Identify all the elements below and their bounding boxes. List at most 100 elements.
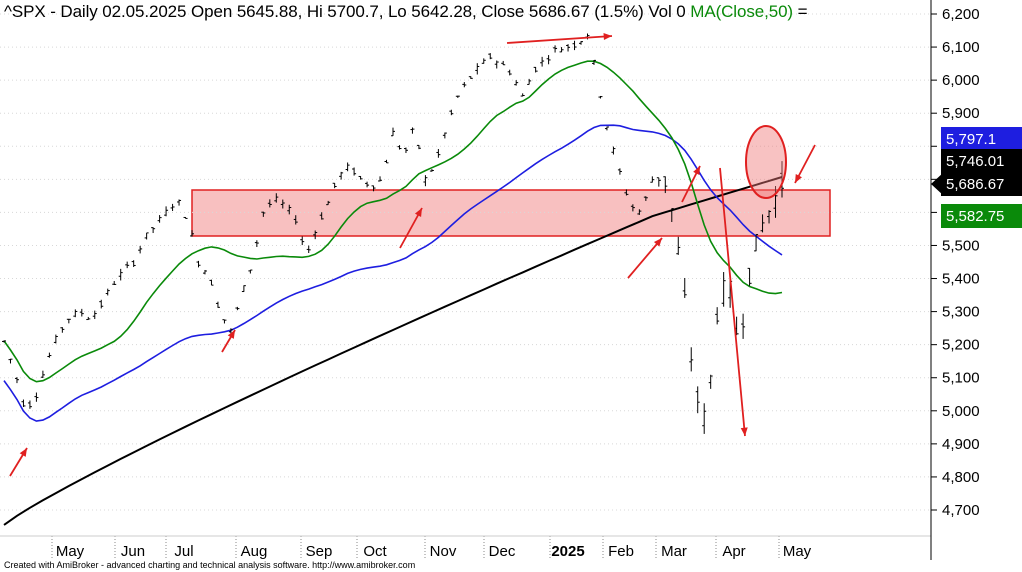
price-bar bbox=[442, 132, 447, 139]
arrow-head bbox=[414, 208, 422, 217]
price-bar bbox=[669, 208, 674, 222]
price-bar bbox=[520, 93, 525, 97]
arrow-head bbox=[19, 448, 27, 457]
ma-long-line bbox=[3, 176, 783, 526]
price-bar bbox=[676, 236, 681, 255]
x-tick-label: Apr bbox=[722, 543, 745, 560]
price-bar bbox=[2, 340, 6, 343]
price-bar bbox=[306, 245, 311, 253]
price-bar bbox=[702, 403, 707, 434]
x-tick-label: Mar bbox=[661, 543, 687, 560]
price-bar bbox=[637, 209, 642, 215]
price-bar bbox=[79, 308, 84, 317]
x-tick-label: Oct bbox=[363, 543, 387, 560]
price-bar bbox=[47, 352, 52, 358]
price-bar bbox=[157, 215, 162, 223]
x-axis: May Jun Jul Aug Sep Oct Nov Dec 2025 Feb Mar Apr May bbox=[0, 535, 931, 560]
y-tick-label: 5,000 bbox=[942, 403, 980, 420]
price-bar bbox=[332, 182, 337, 189]
price-bar bbox=[267, 199, 272, 208]
price-bar bbox=[494, 60, 499, 69]
price-bar bbox=[617, 168, 622, 175]
price-bar bbox=[488, 53, 493, 60]
y-tick-label: 4,900 bbox=[942, 436, 980, 453]
price-bar bbox=[507, 69, 512, 76]
y-tick-label: 5,200 bbox=[942, 337, 980, 354]
price-bar bbox=[352, 167, 357, 176]
price-bar bbox=[708, 374, 713, 389]
price-bar bbox=[287, 204, 292, 215]
price-bar bbox=[604, 126, 609, 131]
y-tick-label: 6,100 bbox=[942, 39, 980, 56]
price-bar bbox=[254, 240, 259, 248]
price-bar bbox=[14, 377, 19, 384]
price-bar bbox=[767, 210, 772, 224]
annotation-arrow bbox=[506, 35, 613, 44]
price-bar bbox=[455, 95, 460, 98]
price-bar bbox=[449, 109, 454, 116]
price-bar bbox=[656, 177, 661, 187]
price-bar bbox=[235, 306, 240, 311]
highlight-ellipse bbox=[745, 125, 787, 199]
header-symbol: ^SPX bbox=[4, 2, 46, 21]
badge-box bbox=[941, 149, 1022, 173]
price-bar bbox=[624, 189, 629, 196]
zone-rect bbox=[191, 189, 831, 237]
price-bar bbox=[358, 175, 363, 180]
price-bar bbox=[170, 203, 175, 211]
price-bar bbox=[202, 269, 207, 275]
price-bar bbox=[436, 149, 441, 158]
price-bar bbox=[416, 144, 421, 150]
price-bar bbox=[177, 199, 182, 206]
header-ma-label: MA(Close,50) bbox=[690, 2, 793, 21]
price-bar bbox=[553, 45, 558, 53]
price-bar bbox=[248, 269, 253, 274]
price-bar bbox=[274, 193, 279, 203]
price-bar bbox=[773, 186, 778, 218]
price-bar bbox=[27, 400, 32, 409]
annotations bbox=[9, 33, 816, 477]
price-bar bbox=[540, 56, 545, 67]
price-bar bbox=[391, 127, 395, 137]
y-tick-label: 5,100 bbox=[942, 370, 980, 387]
price-bar bbox=[86, 316, 91, 321]
y-tick-label: 5,300 bbox=[942, 304, 980, 321]
price-bar bbox=[715, 307, 720, 325]
price-bar bbox=[34, 392, 39, 402]
price-bar bbox=[598, 95, 603, 99]
price-bar bbox=[397, 145, 402, 150]
price-bar bbox=[741, 313, 746, 339]
price-bar bbox=[527, 78, 532, 85]
arrow-head bbox=[693, 166, 700, 175]
price-bar bbox=[222, 319, 227, 324]
y-tick-label: 6,000 bbox=[942, 72, 980, 89]
badge-box bbox=[941, 204, 1022, 228]
price-bar bbox=[611, 146, 616, 155]
price-bar bbox=[689, 347, 694, 372]
x-tick-label: Aug bbox=[241, 543, 268, 560]
y-axis: 4,700 4,800 4,900 5,000 5,100 5,200 5,300 5,400… bbox=[931, 6, 980, 519]
chart-header: ^SPX - Daily 02.05.2025 Open 5645.88, Hi… bbox=[4, 2, 808, 22]
header-ma-suffix: = bbox=[797, 2, 808, 21]
y-tick-label: 5,900 bbox=[942, 105, 980, 122]
price-bar bbox=[780, 161, 784, 198]
arrow-head bbox=[603, 33, 612, 41]
price-bar bbox=[663, 176, 668, 194]
price-bar bbox=[403, 147, 408, 154]
price-bar bbox=[60, 327, 65, 333]
x-tick-label: Jul bbox=[174, 543, 193, 560]
price-bar bbox=[345, 162, 350, 172]
price-bar bbox=[579, 41, 584, 45]
price-bar bbox=[190, 230, 195, 237]
price-bar bbox=[630, 204, 635, 212]
price-bar bbox=[164, 206, 169, 217]
price-bar bbox=[138, 245, 143, 254]
price-bar bbox=[326, 200, 331, 206]
price-bar bbox=[514, 80, 519, 86]
arrow-head bbox=[795, 174, 802, 183]
x-tick-label: Feb bbox=[608, 543, 634, 560]
badge-last-close: 5,686.67 bbox=[931, 172, 1022, 196]
price-bar bbox=[650, 176, 655, 183]
price-bar bbox=[21, 399, 26, 407]
